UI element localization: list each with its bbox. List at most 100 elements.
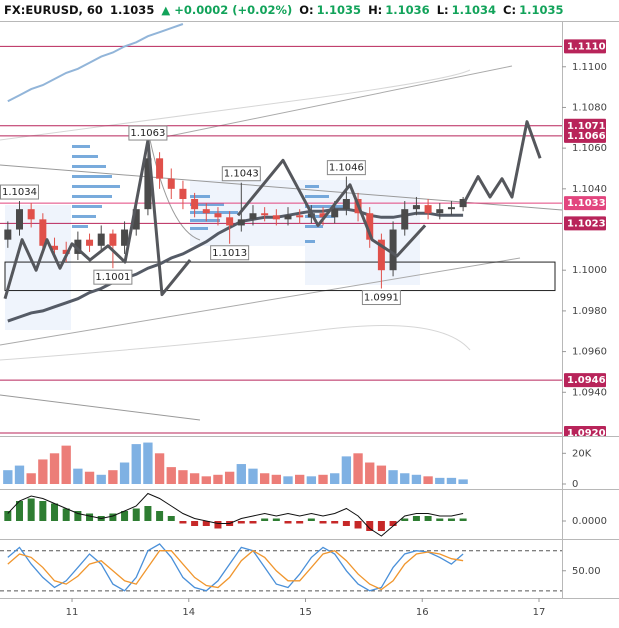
y-tick-label: 1.0940 <box>572 387 607 398</box>
level-label-box <box>564 39 606 54</box>
candle-body <box>412 205 420 210</box>
macd-histogram-bar <box>436 518 444 521</box>
candle-body <box>15 209 23 230</box>
volume-bar <box>201 476 211 484</box>
trend-line <box>149 65 513 141</box>
ohlc-value: 1.1035 <box>316 3 362 17</box>
trend-line <box>0 257 521 346</box>
x-tick-label: 11 <box>66 607 79 618</box>
macd-line <box>7 492 464 537</box>
volume-bar <box>108 470 118 484</box>
price-label: 1.1043 <box>224 169 259 180</box>
macd-histogram-bar <box>272 518 280 521</box>
volume-bar <box>353 453 363 484</box>
volume-bar <box>411 474 422 484</box>
candle-body <box>319 213 327 218</box>
volume-bar <box>283 476 293 484</box>
price-label-box <box>326 160 366 176</box>
y-tick-label: 1.1080 <box>572 102 607 113</box>
price-label: 1.1013 <box>212 248 247 259</box>
macd-histogram-bar <box>27 498 35 521</box>
ohlc-value: 1.1034 <box>451 3 497 17</box>
candle-body <box>121 229 129 246</box>
x-tick-label: 14 <box>182 607 195 618</box>
macd-histogram-bar <box>307 518 315 521</box>
y-tick-label: 1.0980 <box>572 306 607 317</box>
candle-body <box>51 245 59 250</box>
macd-histogram-bar <box>202 521 210 526</box>
macd-histogram-bar <box>51 503 59 521</box>
volume-bar <box>26 473 36 484</box>
macd-histogram-bar <box>191 521 199 526</box>
macd-histogram-bar <box>366 521 374 531</box>
volume-bar <box>388 470 398 484</box>
candle-body <box>167 178 175 189</box>
volume-bar <box>166 467 176 484</box>
candle-body <box>342 199 350 210</box>
candle-body <box>214 213 222 218</box>
volume-bar <box>224 471 235 484</box>
macd-histogram-bar <box>121 511 129 521</box>
price-label: 1.1063 <box>130 128 165 139</box>
volume-bar <box>295 474 305 484</box>
ohlc-label: L: <box>436 3 449 17</box>
volume-bar <box>248 468 258 484</box>
volume-bar <box>143 442 153 484</box>
candle-body <box>27 209 35 220</box>
ohlc-label: O: <box>299 3 314 17</box>
volume-bar <box>3 470 13 484</box>
volume-bar <box>400 473 410 484</box>
last-price: 1.1035 <box>109 3 155 17</box>
volume-bar <box>365 462 375 484</box>
macd-histogram-bar <box>401 518 409 521</box>
candle-body <box>284 215 292 220</box>
channel-curve <box>0 325 471 361</box>
oscillator-line <box>7 549 464 591</box>
macd-histogram-bar <box>62 508 70 521</box>
volume-bar <box>73 468 83 484</box>
candle-body <box>459 199 467 208</box>
candle-body <box>424 205 432 214</box>
macd-histogram-bar <box>109 513 117 521</box>
volume-bar <box>306 476 317 484</box>
macd-histogram-bar <box>144 506 152 521</box>
candle-body <box>377 239 385 271</box>
macd-histogram-bar <box>459 518 467 521</box>
indicator-line <box>7 207 464 323</box>
macd-histogram-bar <box>249 521 257 524</box>
level-label-box <box>564 425 606 436</box>
macd-histogram-bar <box>4 511 12 521</box>
x-tick-label: 16 <box>416 607 429 618</box>
decorations <box>0 65 562 421</box>
channel-curve <box>0 69 471 141</box>
x-tick-label: 17 <box>533 607 546 618</box>
forecast-line <box>3 120 542 300</box>
x-tick-label: 15 <box>299 607 312 618</box>
macd-histogram-bar <box>132 508 140 521</box>
candle-body <box>39 219 47 246</box>
y-tick-label: 0 <box>572 479 578 490</box>
candle-body <box>331 209 339 218</box>
volume-bar <box>458 479 468 484</box>
candle-body <box>179 188 187 199</box>
price-label: 1.1001 <box>95 272 130 283</box>
macd-histogram-bar <box>412 516 420 521</box>
y-tick-label: 1.1100 <box>572 62 607 73</box>
macd-histogram-bar <box>319 521 327 524</box>
candle-body <box>4 229 12 240</box>
level-label-box <box>564 196 606 211</box>
price-label: 1.1034 <box>2 187 37 198</box>
price-label-box <box>221 166 261 182</box>
trend-line <box>0 164 562 211</box>
level-label: 1.1023 <box>567 218 606 229</box>
candle-body <box>202 209 210 214</box>
macd-histogram-bar <box>86 513 94 521</box>
ohlc-value: 1.1035 <box>519 3 564 17</box>
volume-bar <box>154 453 165 484</box>
volume-bar <box>213 474 223 484</box>
level-label-box <box>564 128 606 143</box>
volume-bar <box>49 453 60 484</box>
price-label-box <box>361 290 401 306</box>
y-tick-label: 1.1060 <box>572 143 607 154</box>
